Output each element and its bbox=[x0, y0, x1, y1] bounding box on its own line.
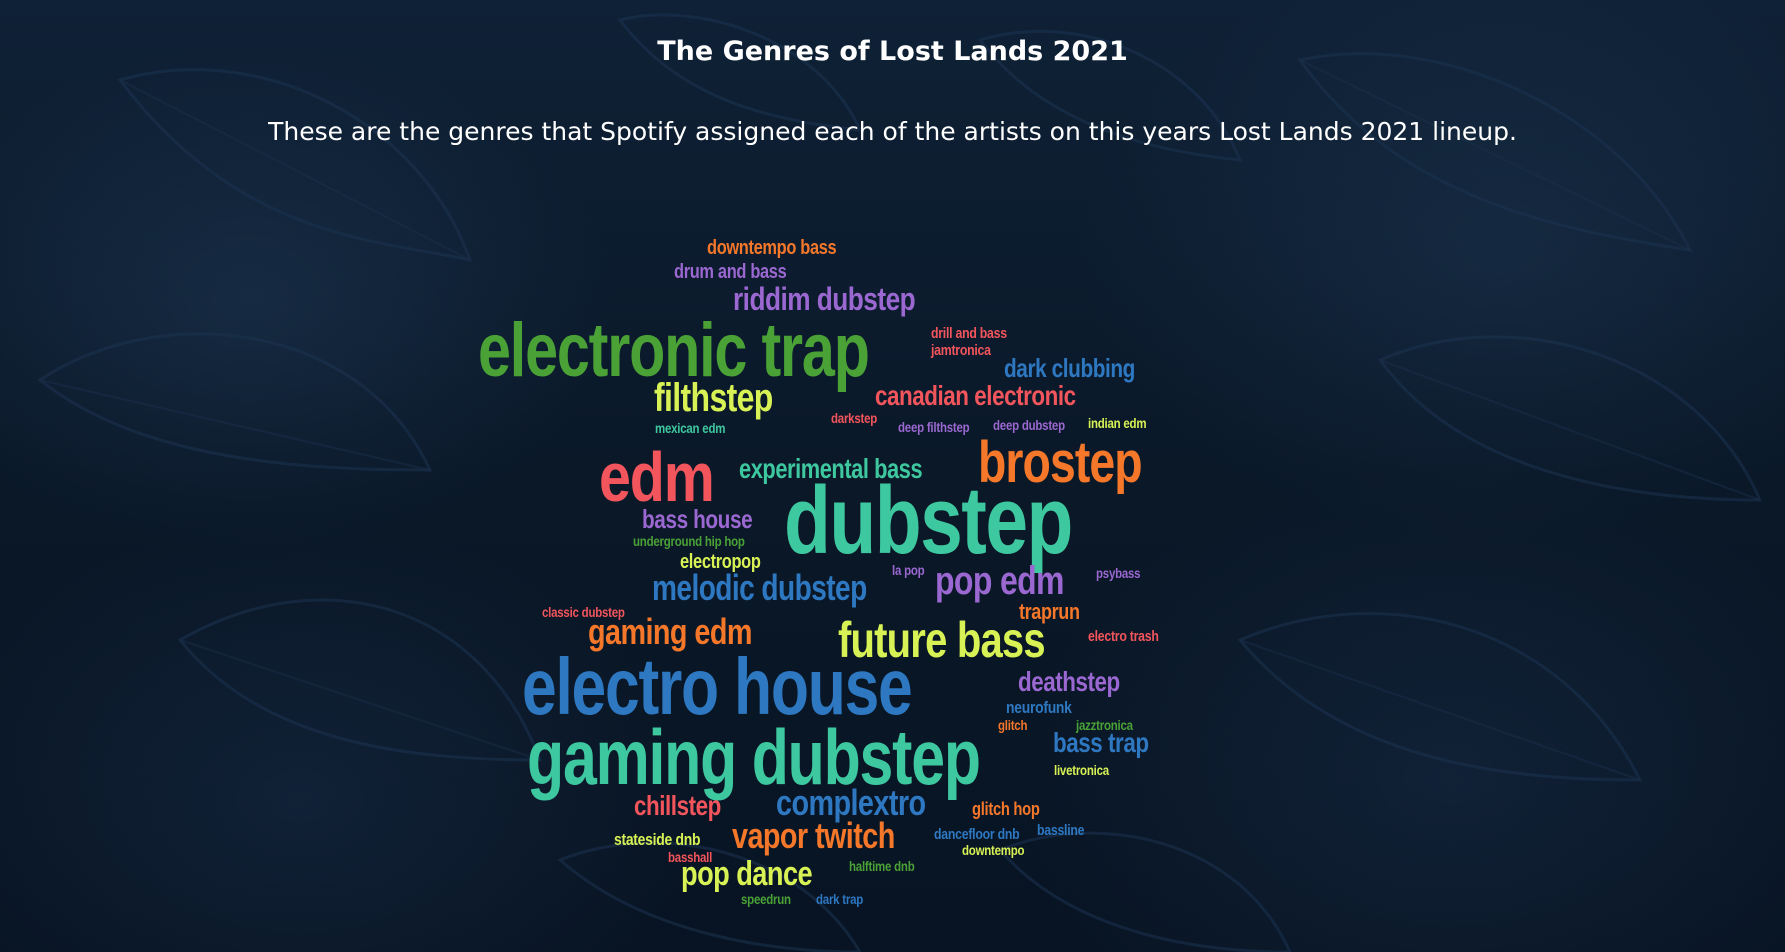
genre-word-electro-house: electro house bbox=[522, 642, 913, 731]
genre-word-gaming-edm: gaming edm bbox=[588, 611, 752, 652]
genre-word-la-pop: la pop bbox=[892, 562, 925, 578]
genre-word-canadian-electronic: canadian electronic bbox=[875, 380, 1076, 411]
genre-word-experimental-bass: experimental bass bbox=[739, 453, 923, 484]
genre-word-bassline: bassline bbox=[1037, 822, 1085, 839]
genre-word-dancefloor-dnb: dancefloor dnb bbox=[934, 826, 1020, 843]
genre-word-jazztronica: jazztronica bbox=[1076, 717, 1133, 733]
genre-word-drum-and-bass: drum and bass bbox=[674, 261, 787, 283]
page-title: The Genres of Lost Lands 2021 bbox=[657, 36, 1128, 67]
genre-word-pop-edm: pop edm bbox=[935, 559, 1064, 603]
genre-word-speedrun: speedrun bbox=[741, 891, 791, 907]
page-subtitle: These are the genres that Spotify assign… bbox=[268, 117, 1517, 146]
genre-word-glitch: glitch bbox=[998, 717, 1028, 733]
genre-word-electro-trash: electro trash bbox=[1088, 628, 1159, 645]
genre-word-psybass: psybass bbox=[1096, 565, 1141, 581]
genre-word-complextro: complextro bbox=[776, 782, 926, 823]
genre-word-stateside-dnb: stateside dnb bbox=[614, 830, 701, 849]
genre-word-future-bass: future bass bbox=[838, 612, 1046, 668]
genre-word-bass-trap: bass trap bbox=[1053, 727, 1149, 758]
genre-word-filthstep: filthstep bbox=[654, 376, 773, 420]
genre-word-edm: edm bbox=[599, 438, 715, 516]
genre-word-livetronica: livetronica bbox=[1054, 762, 1109, 778]
genre-word-pop-dance: pop dance bbox=[681, 855, 813, 893]
genre-word-electronic-trap: electronic trap bbox=[478, 308, 870, 393]
genre-word-neurofunk: neurofunk bbox=[1006, 698, 1072, 717]
genre-word-downtempo: downtempo bbox=[962, 842, 1025, 858]
genre-word-deep-dubstep: deep dubstep bbox=[993, 417, 1065, 433]
genre-word-electropop: electropop bbox=[680, 551, 761, 573]
genre-word-vapor-twitch: vapor twitch bbox=[732, 815, 895, 856]
genre-word-deathstep: deathstep bbox=[1018, 666, 1120, 697]
genre-word-riddim-dubstep: riddim dubstep bbox=[733, 281, 916, 317]
genre-word-gaming-dubstep: gaming dubstep bbox=[527, 713, 981, 801]
genre-word-underground-hip-hop: underground hip hop bbox=[633, 533, 745, 549]
genre-word-jamtronica: jamtronica bbox=[931, 342, 991, 359]
genre-word-basshall: basshall bbox=[668, 849, 713, 865]
genre-word-classic-dubstep: classic dubstep bbox=[542, 604, 625, 620]
genre-word-dubstep: dubstep bbox=[784, 467, 1073, 574]
genre-word-chillstep: chillstep bbox=[634, 790, 721, 821]
genre-word-traprun: traprun bbox=[1019, 599, 1080, 624]
genre-word-mexican-edm: mexican edm bbox=[655, 420, 726, 436]
genre-word-indian-edm: indian edm bbox=[1088, 415, 1147, 431]
genre-word-brostep: brostep bbox=[978, 430, 1143, 495]
genre-word-darkstep: darkstep bbox=[831, 410, 878, 426]
genre-word-downtempo-bass: downtempo bass bbox=[707, 237, 837, 259]
genre-word-dark-clubbing: dark clubbing bbox=[1004, 353, 1135, 383]
genre-word-halftime-dnb: halftime dnb bbox=[849, 858, 915, 874]
genre-word-deep-filthstep: deep filthstep bbox=[898, 419, 970, 435]
genre-word-bass-house: bass house bbox=[642, 504, 753, 534]
genre-word-dark-trap: dark trap bbox=[816, 891, 864, 907]
genre-word-glitch-hop: glitch hop bbox=[972, 799, 1040, 819]
genre-word-melodic-dubstep: melodic dubstep bbox=[652, 567, 867, 608]
genre-word-drill-and-bass: drill and bass bbox=[931, 325, 1007, 342]
